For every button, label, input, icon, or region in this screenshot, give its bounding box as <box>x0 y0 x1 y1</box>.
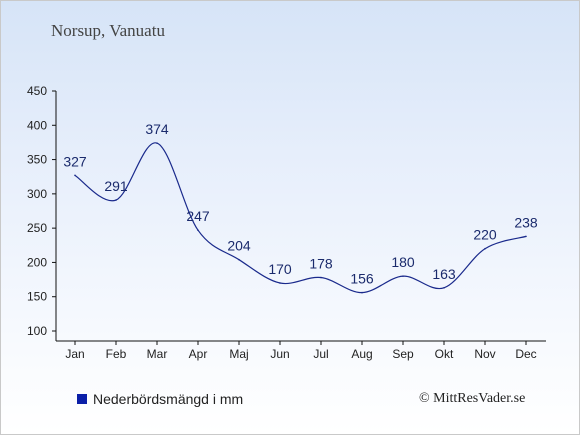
y-tick-label: 150 <box>27 290 47 304</box>
data-point <box>197 229 199 231</box>
data-point <box>115 199 117 201</box>
data-label: 163 <box>432 266 456 282</box>
y-tick-label: 200 <box>27 255 47 269</box>
x-tick-label: Mar <box>147 347 168 361</box>
y-tick-label: 400 <box>27 118 47 132</box>
data-point <box>484 247 486 250</box>
x-tick-label: Dec <box>515 347 536 361</box>
y-tick-label: 100 <box>27 324 47 338</box>
data-point <box>402 275 404 277</box>
x-tick-label: Aug <box>351 347 372 361</box>
x-tick-label: Apr <box>189 347 208 361</box>
data-label: 220 <box>473 227 497 243</box>
data-point <box>74 174 76 177</box>
y-axis: 100 150 200 250 300 350 400 450 <box>27 84 57 341</box>
data-label: 156 <box>350 271 374 287</box>
x-axis: Jan Feb Mar Apr Maj Jun Jul Aug Sep Okt Nov Dec <box>56 340 546 361</box>
data-label: 178 <box>309 256 333 272</box>
data-point <box>279 282 281 284</box>
data-point <box>238 258 240 261</box>
data-point <box>525 235 527 238</box>
data-labels: 327 291 374 247 204 170 178 156 180 163 220 238 <box>63 121 538 286</box>
x-tick-label: Sep <box>392 347 414 361</box>
x-tick-label: Nov <box>474 347 495 361</box>
x-tick-label: Feb <box>106 347 127 361</box>
data-point <box>320 276 322 279</box>
y-tick-label: 350 <box>27 153 47 167</box>
x-tick-label: Okt <box>435 347 454 361</box>
series-layer <box>74 142 527 294</box>
x-tick-label: Jun <box>270 347 289 361</box>
data-point <box>156 142 158 144</box>
data-label: 170 <box>268 261 292 277</box>
data-label: 374 <box>145 121 169 137</box>
legend-swatch <box>77 394 87 404</box>
data-label: 238 <box>514 214 538 230</box>
location-title: Norsup, Vanuatu <box>51 21 165 40</box>
data-point <box>361 291 363 294</box>
copyright-text: © MittResVader.se <box>419 391 526 406</box>
precipitation-series-line <box>74 142 527 294</box>
data-label: 327 <box>63 153 87 169</box>
x-tick-label: Jan <box>65 347 84 361</box>
data-label: 204 <box>227 238 251 254</box>
data-label: 180 <box>391 254 415 270</box>
y-tick-label: 450 <box>27 84 47 98</box>
y-tick-label: 250 <box>27 221 47 235</box>
y-tick-label: 300 <box>27 187 47 201</box>
x-tick-label: Maj <box>229 347 248 361</box>
data-label: 247 <box>186 208 210 224</box>
data-point <box>443 287 445 289</box>
legend: Nederbördsmängd i mm <box>77 391 243 407</box>
data-label: 291 <box>104 178 128 194</box>
legend-label: Nederbördsmängd i mm <box>93 391 244 407</box>
x-tick-label: Jul <box>313 347 328 361</box>
